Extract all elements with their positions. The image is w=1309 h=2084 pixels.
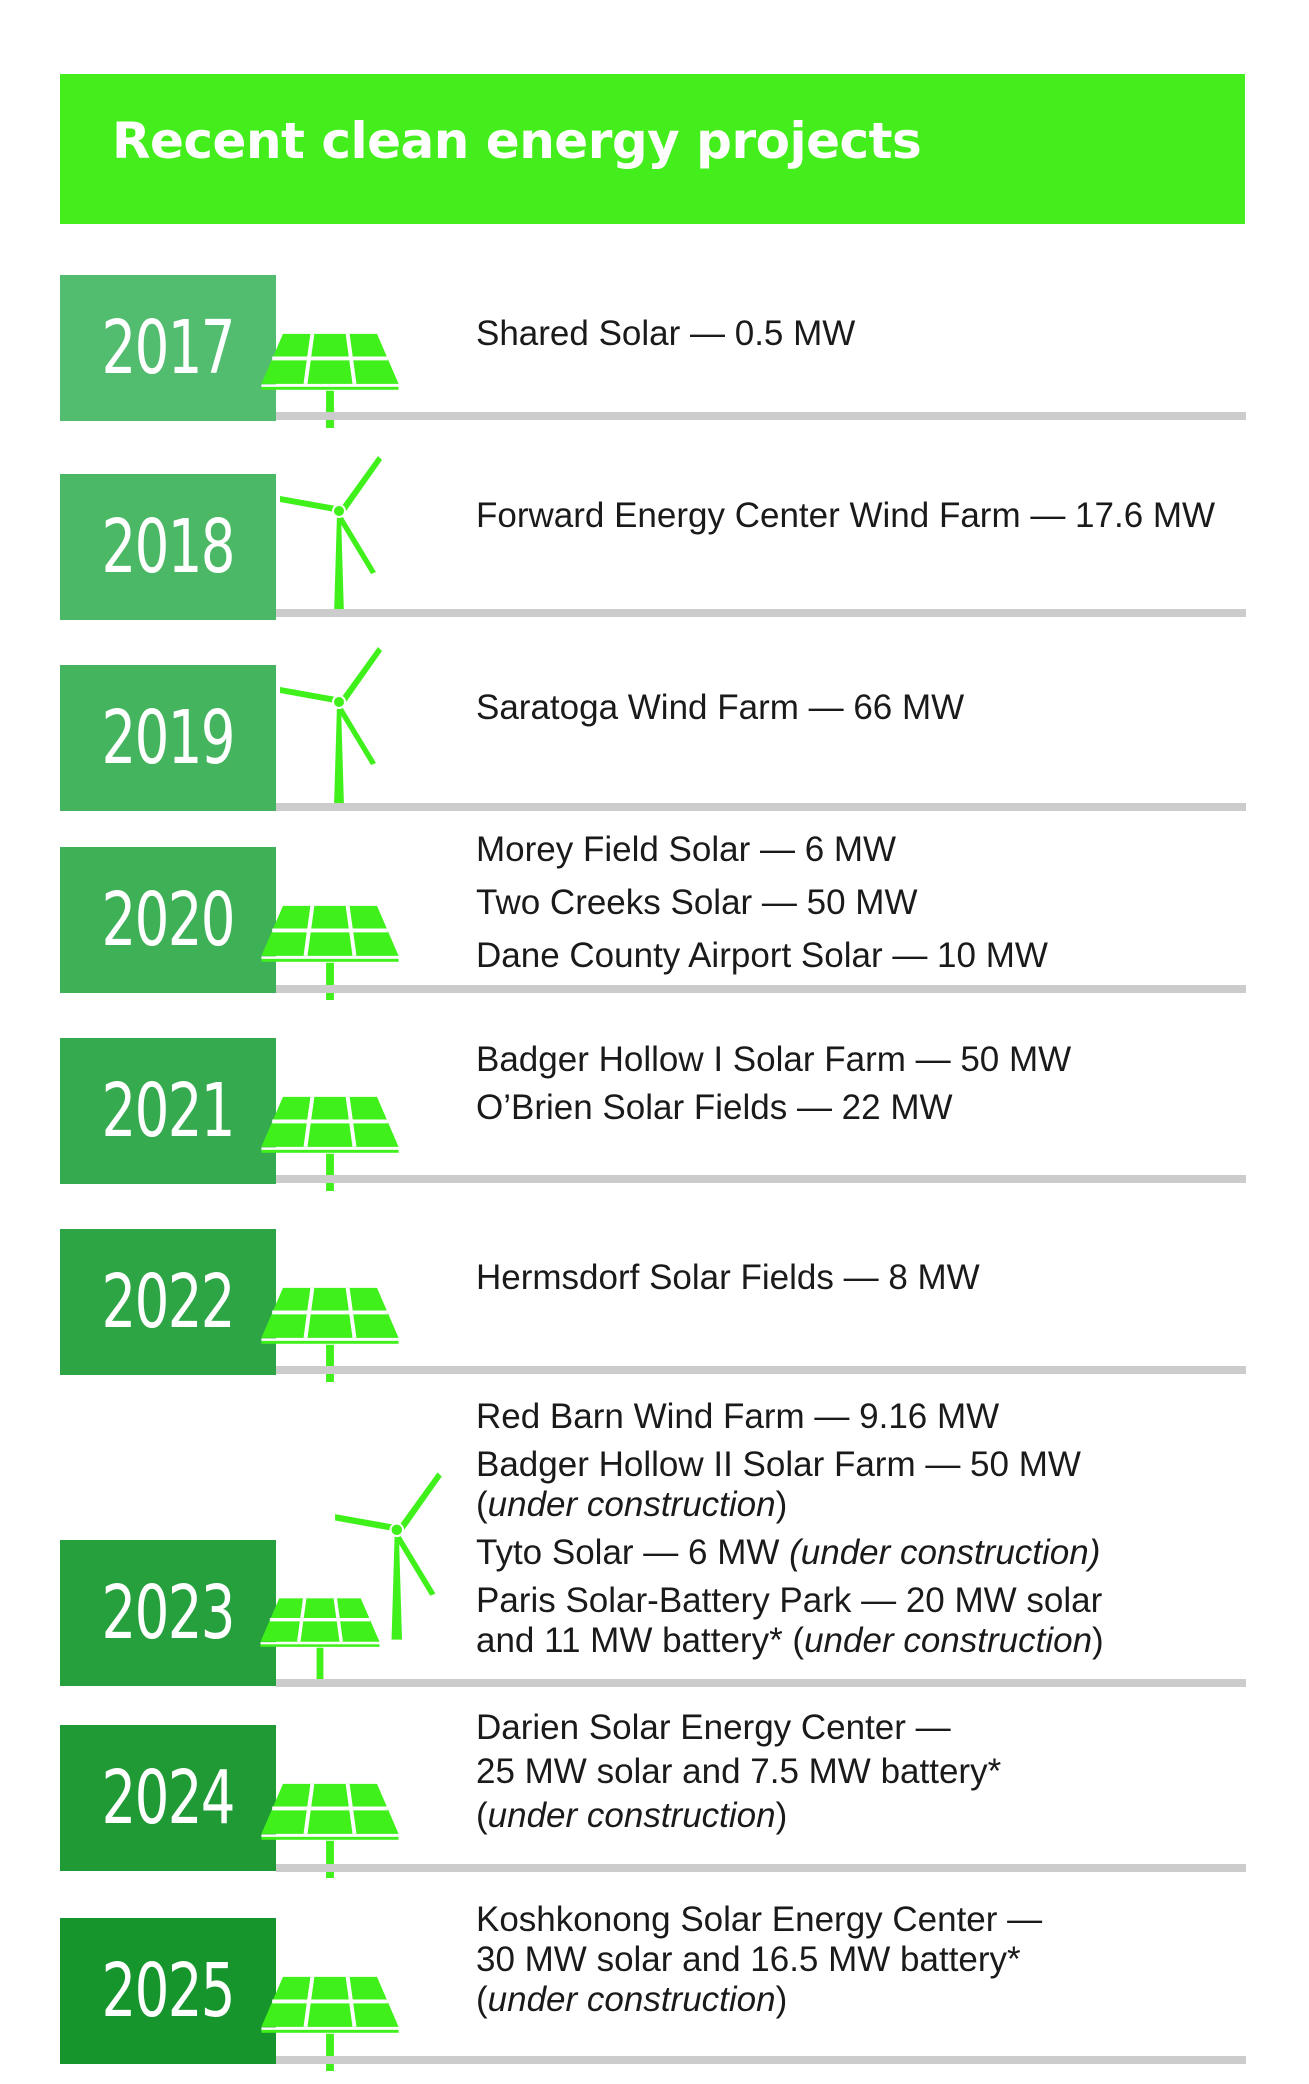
construction-status: (under construction) [789,1533,1101,1572]
row-divider [276,985,1246,993]
project-text: ( [476,1980,488,2019]
project-line: Forward Energy Center Wind Farm — 17.6 M… [476,496,1216,535]
project-line: Badger Hollow II Solar Farm — 50 MW [476,1445,1081,1484]
project-line: Morey Field Solar — 6 MW [476,830,897,869]
year-label: 2021 [60,1038,276,1184]
row-divider [276,2056,1246,2064]
project-line: Darien Solar Energy Center — [476,1708,951,1747]
year-label: 2024 [60,1725,276,1871]
year-text: 2023 [101,1570,236,1656]
project-line: (under construction) [476,1796,787,1836]
wind-turbine-icon [278,456,388,621]
header-banner: Recent clean energy projects [60,74,1245,224]
year-label: 2018 [60,474,276,620]
construction-status: under construction [804,1621,1093,1660]
project-line: 30 MW solar and 16.5 MW battery* [476,1940,1021,1979]
project-text: ) [775,1485,788,1524]
project-text: Tyto Solar — 6 MW [476,1533,790,1572]
project-text: ) [775,1796,788,1835]
project-text: and 11 MW battery* ( [476,1621,805,1660]
project-line: Koshkonong Solar Energy Center — [476,1900,1043,1939]
project-line: (under construction) [476,1980,787,2020]
project-text: ) [775,1980,788,2019]
row-divider [276,1864,1246,1872]
wind-turbine-icon [333,1472,448,1645]
project-text: ( [476,1796,488,1835]
year-label: 2020 [60,847,276,993]
year-text: 2022 [101,1259,236,1345]
project-line: O’Brien Solar Fields — 22 MW [476,1088,953,1127]
project-line: Dane County Airport Solar — 10 MW [476,936,1048,975]
year-label: 2025 [60,1918,276,2064]
construction-status: under construction [487,1980,776,2019]
construction-status: under construction [487,1796,776,1835]
project-text: ( [476,1485,488,1524]
project-line: (under construction) [476,1485,787,1525]
project-line: Badger Hollow I Solar Farm — 50 MW [476,1040,1072,1079]
year-text: 2025 [101,1948,236,2034]
project-line: Saratoga Wind Farm — 66 MW [476,688,965,727]
year-text: 2017 [101,305,236,391]
solar-panel-icon [258,1973,402,2076]
year-label: 2023 [60,1540,276,1686]
row-divider [276,412,1246,420]
project-line: Shared Solar — 0.5 MW [476,314,856,353]
year-label: 2017 [60,275,276,421]
wind-turbine-icon [278,647,388,812]
row-divider [276,1175,1246,1183]
project-line: Paris Solar-Battery Park — 20 MW solar [476,1581,1103,1620]
year-text: 2018 [101,504,236,590]
row-divider [276,609,1246,617]
solar-panel-icon [258,1780,402,1883]
project-text: ) [1092,1621,1104,1660]
row-divider [276,1366,1246,1374]
project-line: and 11 MW battery* (under construction) [476,1621,1104,1661]
year-label: 2019 [60,665,276,811]
row-divider [276,803,1246,811]
project-line: Two Creeks Solar — 50 MW [476,883,918,922]
year-text: 2024 [101,1755,236,1841]
solar-panel-icon [258,1284,402,1387]
solar-panel-icon [258,1093,402,1196]
year-text: 2020 [101,877,236,963]
construction-status: under construction [487,1485,776,1524]
solar-panel-icon [258,330,402,433]
year-label: 2022 [60,1229,276,1375]
project-line: Tyto Solar — 6 MW (under construction) [476,1533,1100,1573]
year-text: 2019 [101,695,236,781]
page-title: Recent clean energy projects [112,112,922,170]
project-line: Hermsdorf Solar Fields — 8 MW [476,1258,980,1297]
solar-panel-icon [258,1595,382,1685]
row-divider [276,1679,1246,1687]
project-line: Red Barn Wind Farm — 9.16 MW [476,1397,1000,1436]
project-line: 25 MW solar and 7.5 MW battery* [476,1752,1002,1791]
solar-panel-icon [258,902,402,1005]
year-text: 2021 [101,1068,236,1154]
